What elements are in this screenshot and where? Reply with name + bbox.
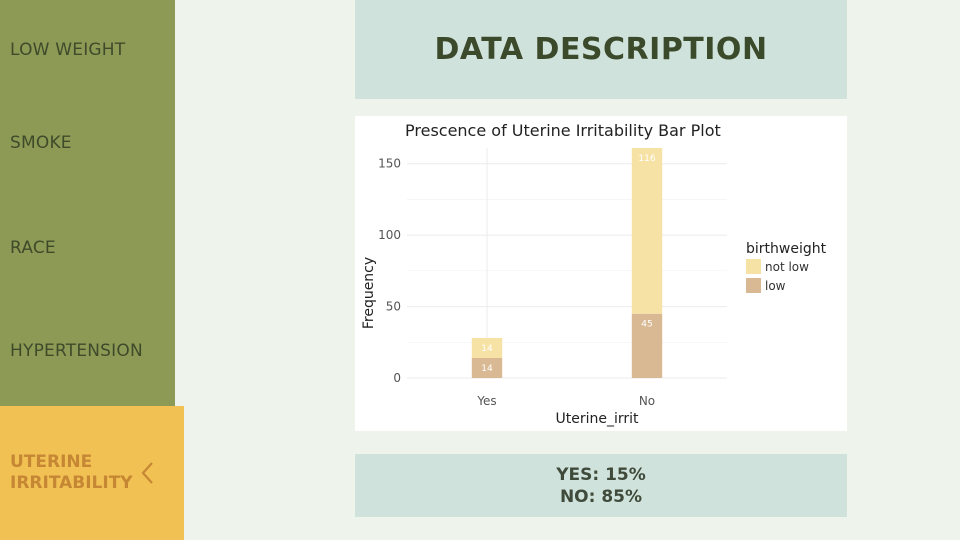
legend-label: low xyxy=(765,279,786,293)
y-tick-label: 0 xyxy=(393,371,401,385)
sidebar-item-race[interactable]: RACE xyxy=(0,195,175,300)
y-tick-label: 50 xyxy=(386,300,401,314)
bar-low xyxy=(631,313,663,378)
bar-data-label: 116 xyxy=(638,154,655,164)
bar-data-label: 14 xyxy=(481,364,493,374)
summary-yes: YES: 15% xyxy=(556,464,646,485)
legend-swatch xyxy=(746,278,761,293)
sidebar-item-label: LOW WEIGHT xyxy=(10,40,126,60)
x-axis-label: Uterine_irrit xyxy=(555,411,639,427)
y-axis-label: Frequency xyxy=(361,257,377,329)
legend-title: birthweight xyxy=(746,241,827,257)
x-tick-label: No xyxy=(639,394,655,408)
page-header: DATA DESCRIPTION xyxy=(355,0,847,99)
sidebar-nav: LOW WEIGHT SMOKE RACE HYPERTENSION xyxy=(0,0,175,406)
summary-box: YES: 15% NO: 85% xyxy=(355,454,847,517)
sidebar-item-label: HYPERTENSION xyxy=(10,341,143,361)
sidebar-item-label: SMOKE xyxy=(10,132,72,153)
bar-not-low xyxy=(471,338,503,358)
sidebar-item-label: RACE xyxy=(10,237,56,258)
sidebar-item-smoke[interactable]: SMOKE xyxy=(0,100,175,185)
x-tick-label: Yes xyxy=(476,394,496,408)
legend-swatch xyxy=(746,259,761,274)
bar-chart: 0 50 100 150 14 14 Yes 45 116 No Prescence of Uter… xyxy=(361,121,827,427)
sidebar-item-uterine-irritability[interactable]: UTERINE IRRITABILITY xyxy=(0,406,184,540)
bar-data-label: 45 xyxy=(641,320,652,330)
sidebar-item-label: UTERINE IRRITABILITY xyxy=(10,452,133,493)
legend-label: not low xyxy=(765,260,809,274)
summary-no: NO: 85% xyxy=(559,486,643,507)
page-title: DATA DESCRIPTION xyxy=(434,32,768,67)
chevron-left-icon[interactable] xyxy=(138,459,160,487)
bar-data-label: 14 xyxy=(481,344,493,354)
chart-title: Prescence of Uterine Irritability Bar Pl… xyxy=(405,121,721,140)
bar-not-low xyxy=(631,148,663,314)
bar-low xyxy=(471,358,503,378)
y-tick-label: 150 xyxy=(378,157,401,171)
y-tick-label: 100 xyxy=(378,228,401,242)
sidebar-item-hypertension[interactable]: HYPERTENSION xyxy=(0,300,175,402)
chart-card: 0 50 100 150 14 14 Yes 45 116 No Prescence of Uter… xyxy=(355,116,847,431)
sidebar-item-low-weight[interactable]: LOW WEIGHT xyxy=(0,0,175,100)
